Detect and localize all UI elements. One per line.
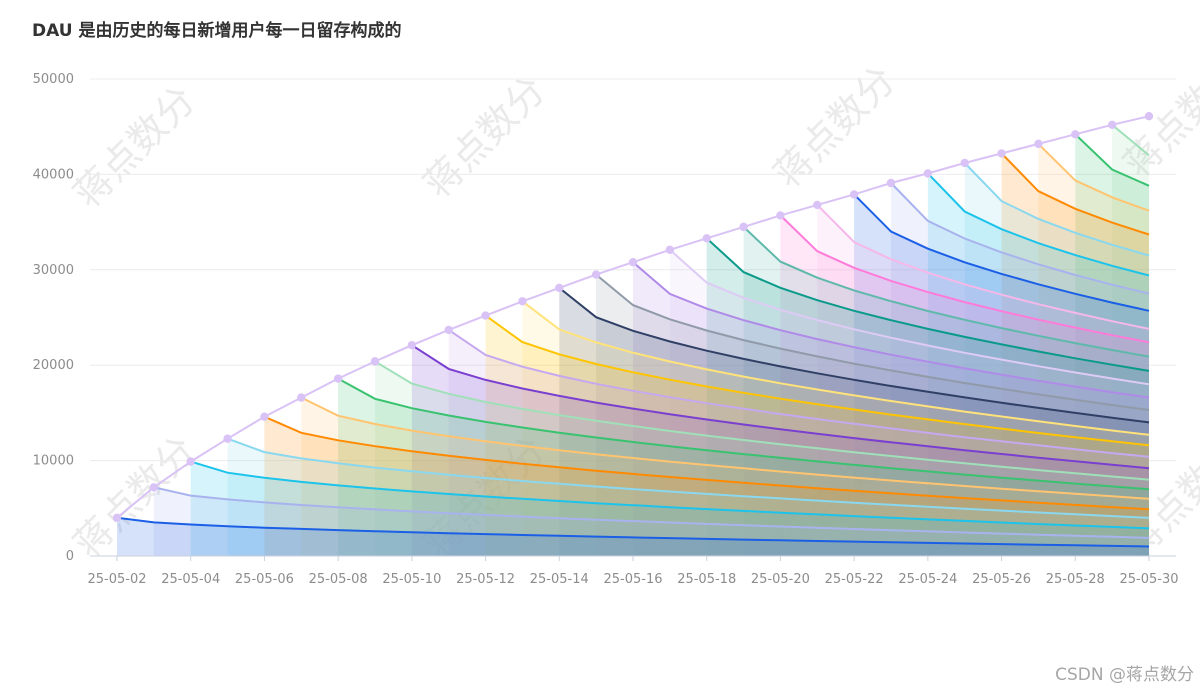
cohort-line (853, 193, 1150, 312)
cohort-area (153, 487, 1149, 556)
dau-point (333, 374, 343, 383)
cohort-line (706, 237, 1150, 372)
cohort-line (669, 249, 1150, 386)
dau-point (1034, 139, 1043, 149)
cohort-line (264, 415, 1150, 511)
dau-point (297, 393, 306, 402)
dau-point (960, 158, 969, 168)
dau-point (481, 311, 490, 320)
cohort-line (1111, 124, 1150, 157)
x-tick-label: 25-05-06 (235, 572, 294, 587)
x-tick-label: 25-05-10 (382, 572, 441, 587)
source-credit: CSDN @蒋点数分 (1055, 665, 1194, 685)
cohort-line (632, 261, 1150, 399)
cohort-line (116, 516, 1150, 548)
cohort-lines (116, 124, 1150, 548)
cohort-area (964, 163, 1149, 556)
y-tick-label: 20000 (33, 358, 74, 373)
dau-point (1071, 130, 1080, 139)
y-tick-label: 0 (66, 549, 74, 564)
x-tick-label: 25-05-16 (603, 572, 662, 587)
cohort-line (153, 486, 1150, 539)
cohort-line (927, 172, 1150, 277)
y-tick-label: 50000 (33, 72, 74, 87)
cohort-area (1112, 124, 1149, 557)
dau-point (370, 357, 380, 366)
dau-point (1107, 120, 1117, 129)
x-tick-label: 25-05-24 (898, 572, 957, 587)
cohort-area (706, 238, 1149, 557)
dau-point (591, 270, 601, 279)
cohort-line (485, 314, 1150, 447)
dau-point (260, 412, 269, 421)
y-tick-label: 30000 (33, 263, 74, 278)
dau-point (407, 340, 417, 350)
x-tick-label: 25-05-04 (161, 572, 220, 587)
dau-point (776, 211, 785, 220)
cohort-line (411, 344, 1150, 470)
dau-point (886, 178, 896, 188)
x-tick-label: 25-05-22 (825, 572, 884, 587)
dau-point (223, 434, 232, 443)
chart-title: DAU 是由历史的每日新增用户每一日留存构成的 (32, 21, 402, 41)
cohort-area (633, 262, 1149, 556)
dau-point (186, 457, 195, 466)
watermark-text: 蒋点数分 (415, 68, 554, 207)
dau-point (923, 169, 933, 178)
dau-point (813, 200, 822, 210)
dau-point (1144, 112, 1154, 121)
dau-point (112, 513, 122, 523)
cohort-area (227, 438, 1150, 556)
x-tick-label: 25-05-18 (677, 572, 736, 587)
dau-point (518, 297, 527, 306)
dau-point (997, 149, 1006, 158)
cohort-line (779, 214, 1150, 344)
dau-point (149, 483, 159, 492)
cohort-area (485, 315, 1150, 556)
cohort-line (1000, 152, 1150, 236)
axes: 0 10000 20000 30000 40000 50000 25-05-02 25-05-… (33, 72, 1179, 587)
y-tick-label: 40000 (33, 167, 74, 182)
x-tick-label: 25-05-20 (751, 572, 810, 587)
dau-point (555, 283, 564, 293)
cohort-line (558, 287, 1150, 424)
dau-point (849, 190, 859, 199)
x-tick-label: 25-05-02 (87, 572, 146, 587)
dau-series (112, 112, 1154, 523)
dau-point (665, 245, 675, 254)
cohort-area (117, 517, 1149, 556)
watermark-text: 蒋点数分 (65, 78, 204, 217)
dau-point (739, 222, 748, 232)
cohort-line (300, 396, 1150, 500)
cohort-line (816, 204, 1150, 330)
cohort-line (595, 273, 1150, 411)
cohort-area (1001, 153, 1149, 556)
x-tick-label: 25-05-12 (456, 572, 515, 587)
cohort-line (963, 162, 1150, 257)
cohort-line (742, 226, 1150, 358)
dau-point (702, 234, 711, 243)
x-tick-label: 25-05-26 (972, 572, 1031, 587)
cohort-area (264, 416, 1149, 556)
cohort-line (1037, 143, 1150, 212)
dau-point (628, 257, 638, 267)
cohort-area (596, 274, 1149, 556)
cohort-line (1074, 133, 1150, 187)
cohort-line (190, 460, 1150, 530)
cohort-line (337, 377, 1150, 491)
dau-point (444, 325, 453, 335)
cohort-line (227, 437, 1150, 519)
x-tick-label: 25-05-08 (309, 572, 368, 587)
cohort-line (448, 329, 1150, 458)
x-tick-label: 25-05-30 (1119, 572, 1178, 587)
x-tick-label: 25-05-28 (1046, 572, 1105, 587)
x-tick-label: 25-05-14 (530, 572, 589, 587)
cohort-line (521, 300, 1150, 436)
cohort-line (374, 360, 1150, 481)
cohort-areas (117, 124, 1150, 557)
cohort-line (890, 182, 1150, 295)
y-tick-label: 10000 (33, 454, 74, 469)
